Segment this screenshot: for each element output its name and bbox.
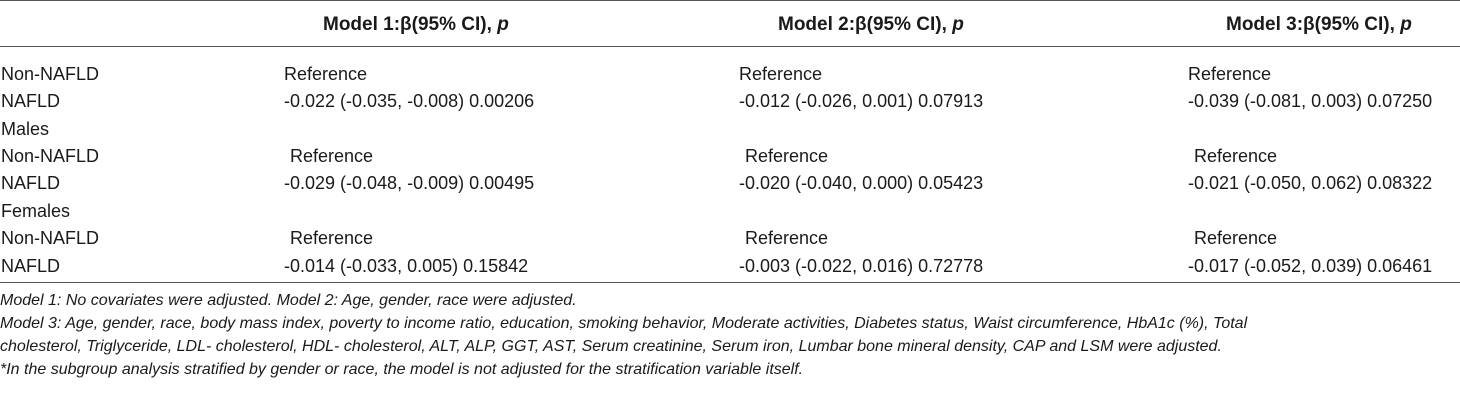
cell-model-3: -0.017 (-0.052, 0.039) 0.06461 [1188, 256, 1433, 276]
row-label: Non-NAFLD [1, 146, 100, 166]
table-row: Non-NAFLD Reference Reference Reference [0, 228, 1460, 255]
row-label: Non-NAFLD [1, 228, 100, 248]
row-label: NAFLD [1, 91, 61, 111]
table-row: Non-NAFLD Reference Reference Reference [0, 146, 1460, 173]
header-model-3: Model 3:β(95% CI), p [1226, 14, 1412, 35]
row-label: NAFLD [1, 256, 61, 276]
footnote-4: *In the subgroup analysis stratified by … [0, 361, 804, 378]
cell-model-2: -0.020 (-0.040, 0.000) 0.05423 [739, 173, 984, 193]
table-header-row: Model 1:β(95% CI), p Model 2:β(95% CI), … [0, 14, 1460, 40]
cell-model-2: Reference [745, 228, 829, 248]
cell-model-3: Reference [1188, 64, 1272, 84]
cell-model-3: Reference [1194, 146, 1278, 166]
table-row: Males [0, 119, 1460, 146]
footnote-3: cholesterol, Triglyceride, LDL- choleste… [0, 338, 1222, 355]
cell-model-2: -0.012 (-0.026, 0.001) 0.07913 [739, 91, 984, 111]
table-top-rule [0, 0, 1460, 1]
table-row: NAFLD -0.014 (-0.033, 0.005) 0.15842 -0.00… [0, 256, 1460, 283]
cell-model-3: -0.039 (-0.081, 0.003) 0.07250 [1188, 91, 1433, 111]
cell-model-2: Reference [739, 64, 823, 84]
row-label: NAFLD [1, 173, 61, 193]
table-row: NAFLD -0.029 (-0.048, -0.009) 0.00495 -0.0… [0, 173, 1460, 200]
cell-model-1: -0.014 (-0.033, 0.005) 0.15842 [284, 256, 529, 276]
header-model-1: Model 1:β(95% CI), p [323, 14, 509, 35]
cell-model-1: Reference [290, 146, 374, 166]
cell-model-1: Reference [284, 64, 368, 84]
footnote-1: Model 1: No covariates were adjusted. Mo… [0, 292, 577, 309]
cell-model-1: -0.029 (-0.048, -0.009) 0.00495 [284, 173, 535, 193]
table-row: NAFLD -0.022 (-0.035, -0.008) 0.00206 -0.0… [0, 91, 1460, 118]
table-row: Non-NAFLD Reference Reference Reference [0, 64, 1460, 91]
table-footnotes: Model 1: No covariates were adjusted. Mo… [0, 289, 1460, 381]
row-label: Females [1, 201, 71, 221]
footnote-2: Model 3: Age, gender, race, body mass in… [0, 315, 1248, 332]
header-model-2: Model 2:β(95% CI), p [778, 14, 964, 35]
table-header-rule [0, 46, 1460, 47]
cell-model-2: Reference [745, 146, 829, 166]
table-bottom-rule [0, 282, 1460, 283]
row-label: Non-NAFLD [1, 64, 100, 84]
cell-model-1: Reference [290, 228, 374, 248]
cell-model-2: -0.003 (-0.022, 0.016) 0.72778 [739, 256, 984, 276]
cell-model-3: -0.021 (-0.050, 0.062) 0.08322 [1188, 173, 1433, 193]
table-row: Females [0, 201, 1460, 228]
row-label: Males [1, 119, 50, 139]
cell-model-3: Reference [1194, 228, 1278, 248]
cell-model-1: -0.022 (-0.035, -0.008) 0.00206 [284, 91, 535, 111]
